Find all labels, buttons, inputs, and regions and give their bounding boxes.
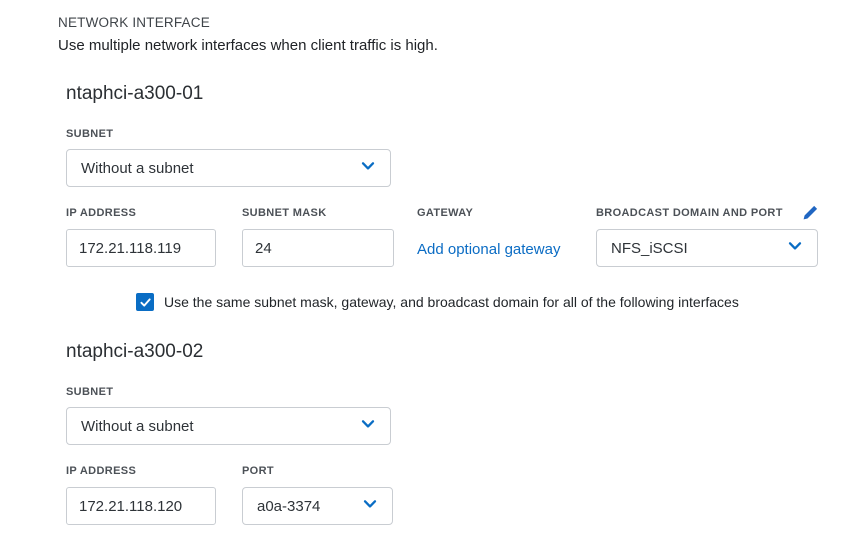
node1-subnet-mask-input[interactable] <box>242 229 394 267</box>
chevron-down-icon <box>360 158 376 178</box>
node2-port-label: PORT <box>242 464 274 477</box>
node1-subnet-select-value: Without a subnet <box>81 159 194 177</box>
node2-ip-label: IP ADDRESS <box>66 464 137 477</box>
node1-mask-label: SUBNET MASK <box>242 206 327 219</box>
node1-subnet-label: SUBNET <box>66 128 114 140</box>
same-settings-checkbox-row: Use the same subnet mask, gateway, and b… <box>136 293 850 311</box>
chevron-down-icon <box>787 238 803 258</box>
node1-broadcast-label: BROADCAST DOMAIN AND PORT <box>596 206 783 219</box>
node2-port-select-value: a0a-3374 <box>257 497 321 515</box>
node1-gateway-field: GATEWAY Add optional gateway <box>417 204 572 258</box>
page-header: NETWORK INTERFACE Use multiple network i… <box>0 0 850 54</box>
node2-fields-row: IP ADDRESS PORT a0a-3374 <box>66 462 850 525</box>
node1-mask-field: SUBNET MASK <box>242 204 394 267</box>
checkmark-icon <box>139 296 152 309</box>
node2-subnet-select-value: Without a subnet <box>81 417 194 435</box>
pencil-icon <box>802 205 818 221</box>
node2-port-select[interactable]: a0a-3374 <box>242 487 393 525</box>
node2-subnet-select[interactable]: Without a subnet <box>66 407 391 445</box>
chevron-down-icon <box>360 416 376 436</box>
node1-gateway-label: GATEWAY <box>417 206 474 219</box>
edit-broadcast-button[interactable] <box>802 205 818 221</box>
node1-broadcast-select[interactable]: NFS_iSCSI <box>596 229 818 267</box>
node1-ip-input[interactable] <box>66 229 216 267</box>
node1-ip-field: IP ADDRESS <box>66 204 216 267</box>
node2-ip-input[interactable] <box>66 487 216 525</box>
node2-title: ntaphci-a300-02 <box>66 341 204 362</box>
node2-port-field: PORT a0a-3374 <box>242 462 393 525</box>
node2-ip-field: IP ADDRESS <box>66 462 216 525</box>
node-section-1: ntaphci-a300-01 SUBNET Without a subnet … <box>66 83 850 311</box>
node1-title: ntaphci-a300-01 <box>66 83 204 104</box>
node1-fields-row: IP ADDRESS SUBNET MASK GATEWAY Add optio… <box>66 204 850 267</box>
node1-subnet-select[interactable]: Without a subnet <box>66 149 391 187</box>
add-gateway-link[interactable]: Add optional gateway <box>417 241 561 258</box>
same-settings-checkbox-label: Use the same subnet mask, gateway, and b… <box>164 294 739 310</box>
same-settings-checkbox[interactable] <box>136 293 154 311</box>
chevron-down-icon <box>362 496 378 516</box>
node2-subnet-label: SUBNET <box>66 386 114 398</box>
page-title: NETWORK INTERFACE <box>58 15 210 30</box>
page-subtitle: Use multiple network interfaces when cli… <box>58 37 438 54</box>
node1-ip-label: IP ADDRESS <box>66 206 137 219</box>
node-section-2: ntaphci-a300-02 SUBNET Without a subnet … <box>66 341 850 525</box>
node1-broadcast-select-value: NFS_iSCSI <box>611 239 688 257</box>
node1-broadcast-field: BROADCAST DOMAIN AND PORT NFS_iSCSI <box>596 204 818 267</box>
